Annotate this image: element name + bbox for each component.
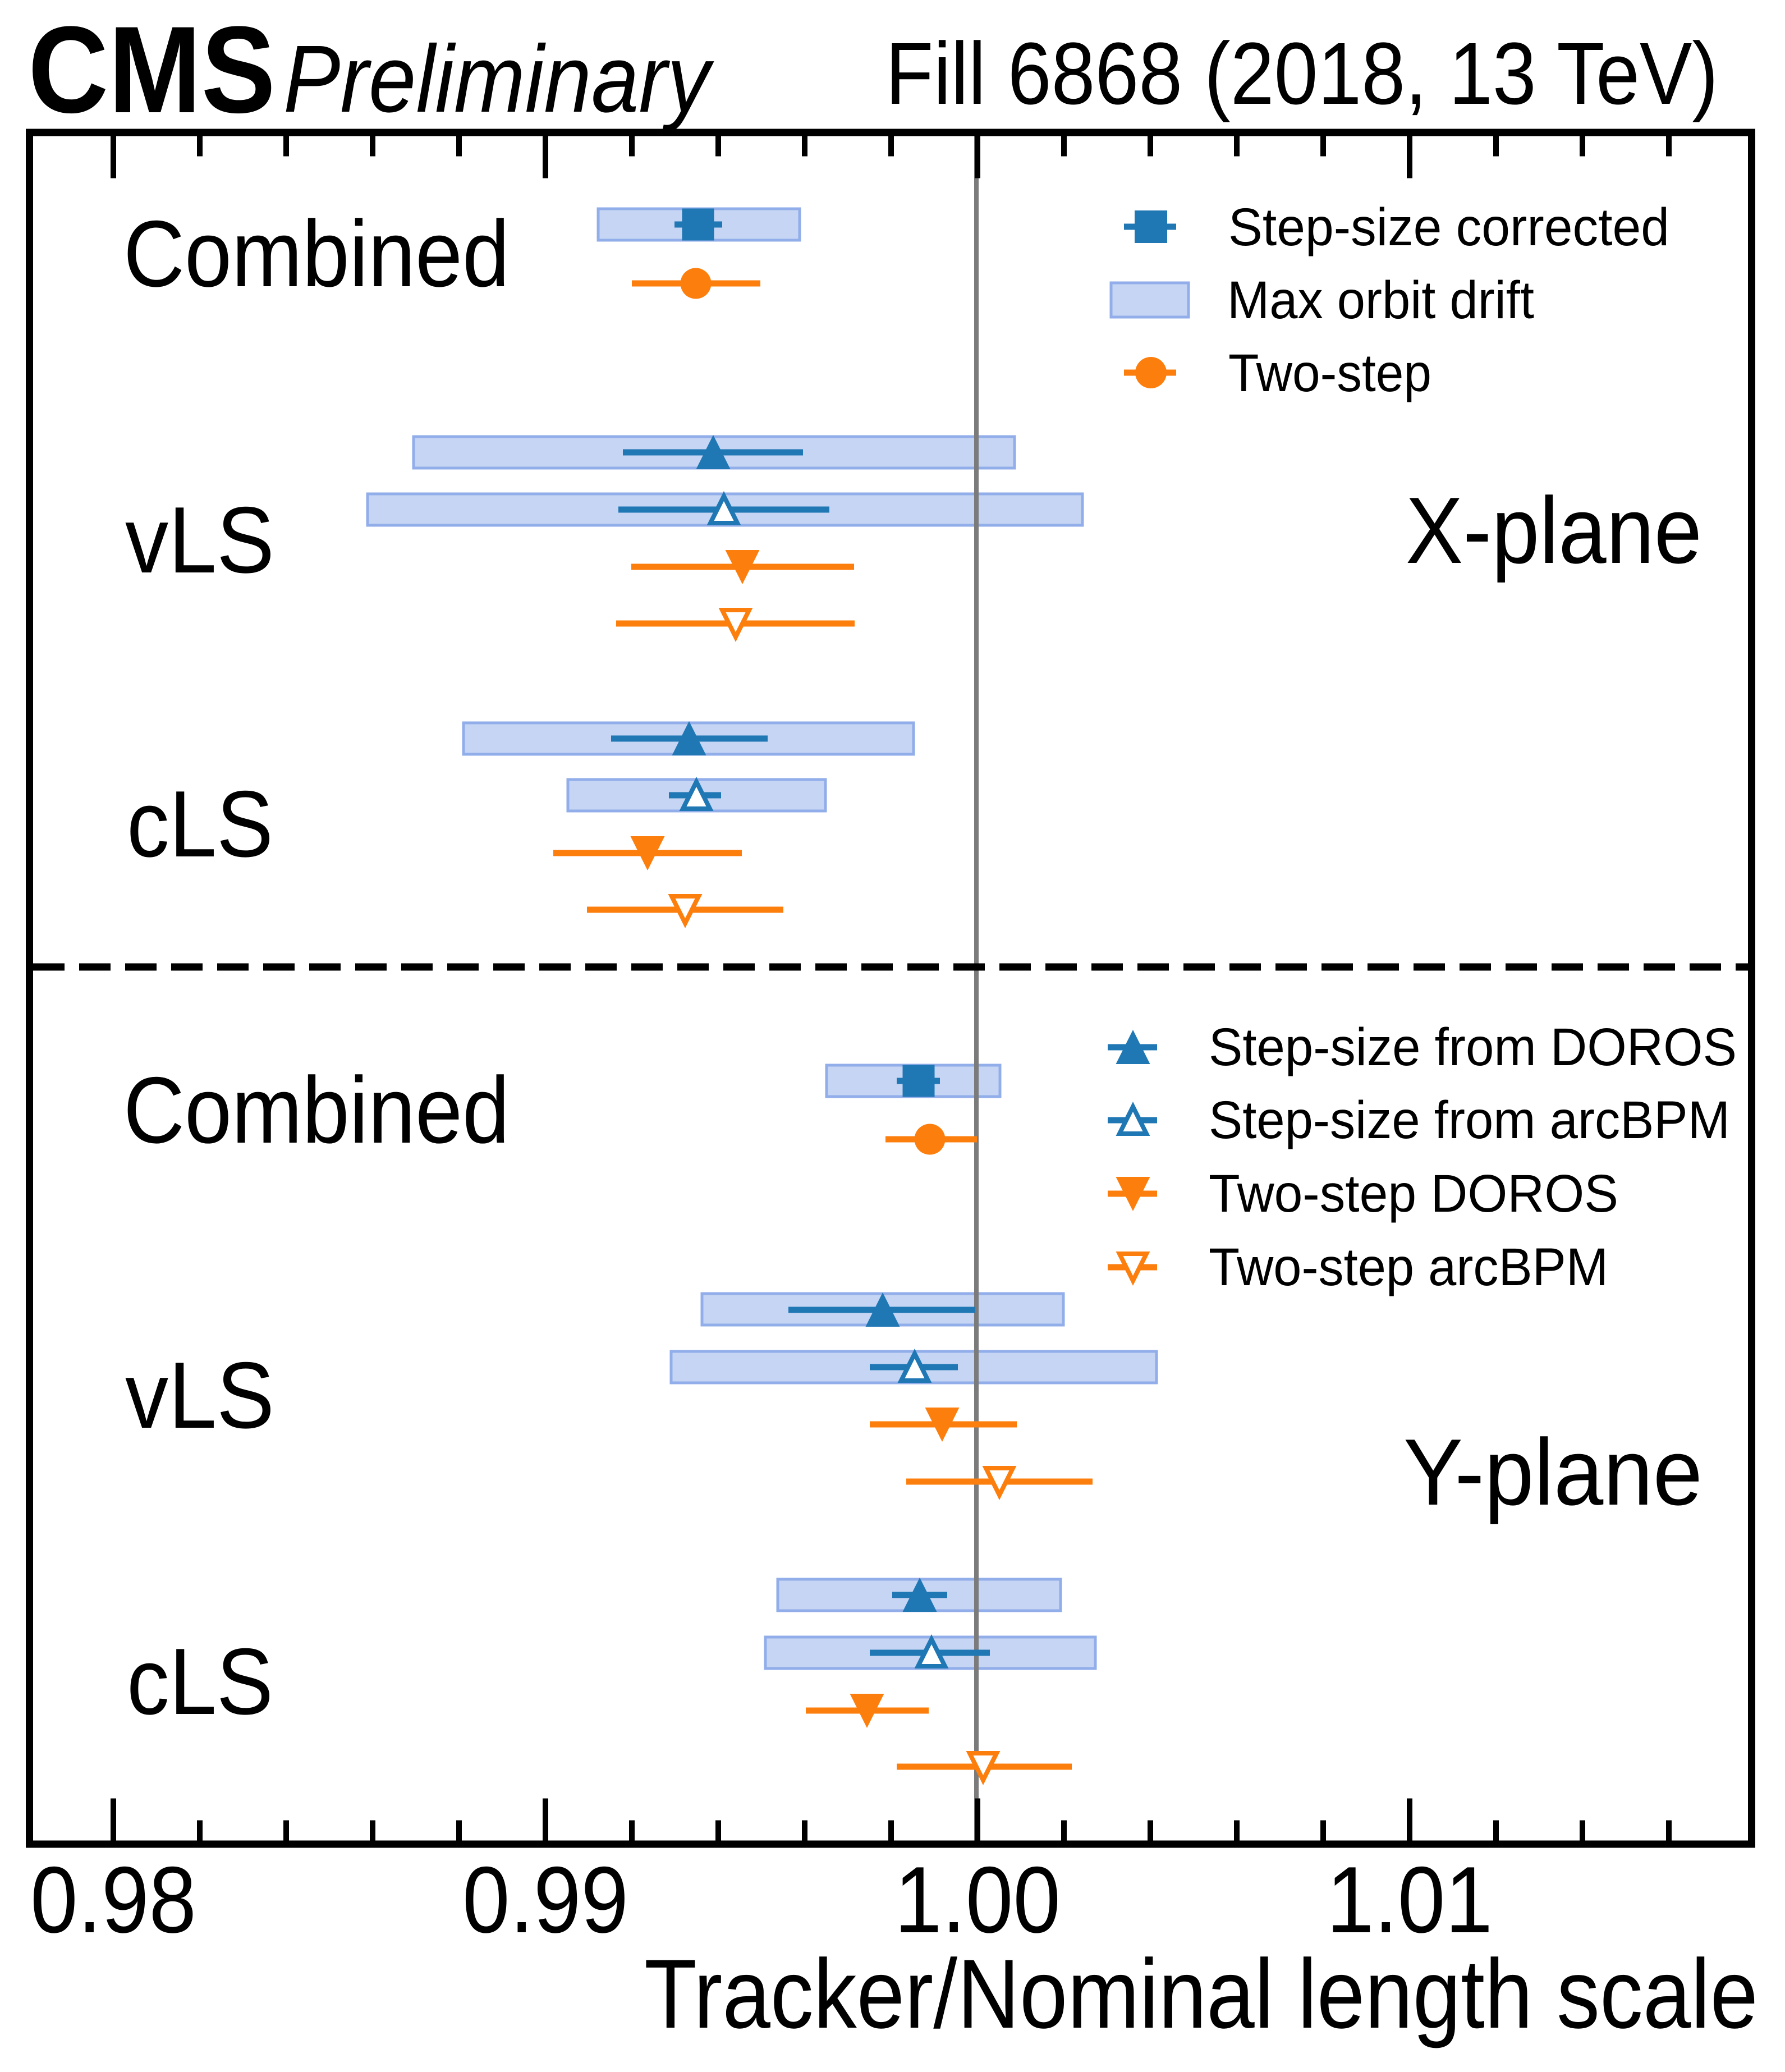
svg-text:Two-step: Two-step	[1228, 343, 1431, 403]
svg-text:Combined: Combined	[123, 1057, 510, 1163]
svg-text:cLS: cLS	[127, 1629, 273, 1734]
svg-text:Two-step arcBPM: Two-step arcBPM	[1209, 1237, 1608, 1297]
svg-text:Fill 6868 (2018, 13 TeV): Fill 6868 (2018, 13 TeV)	[885, 25, 1718, 123]
svg-text:vLS: vLS	[125, 1342, 274, 1448]
svg-text:Tracker/Nominal length scale: Tracker/Nominal length scale	[644, 1940, 1758, 2049]
svg-text:vLS: vLS	[125, 487, 274, 593]
svg-text:Step-size from arcBPM: Step-size from arcBPM	[1209, 1090, 1730, 1150]
svg-text:Combined: Combined	[123, 201, 510, 306]
svg-text:Y-plane: Y-plane	[1403, 1419, 1703, 1525]
svg-text:X-plane: X-plane	[1406, 478, 1702, 583]
svg-text:Preliminary: Preliminary	[283, 26, 714, 132]
svg-text:1.01: 1.01	[1327, 1847, 1493, 1952]
svg-text:Step-size corrected: Step-size corrected	[1228, 198, 1669, 257]
svg-text:Two-step DOROS: Two-step DOROS	[1209, 1164, 1618, 1223]
svg-text:cLS: cLS	[127, 771, 273, 877]
svg-text:CMS: CMS	[28, 1, 276, 139]
svg-text:Step-size from DOROS: Step-size from DOROS	[1209, 1017, 1737, 1077]
svg-text:0.98: 0.98	[30, 1847, 196, 1952]
svg-text:1.00: 1.00	[894, 1847, 1061, 1952]
svg-text:Max orbit drift: Max orbit drift	[1227, 271, 1534, 330]
svg-text:0.99: 0.99	[462, 1847, 628, 1952]
